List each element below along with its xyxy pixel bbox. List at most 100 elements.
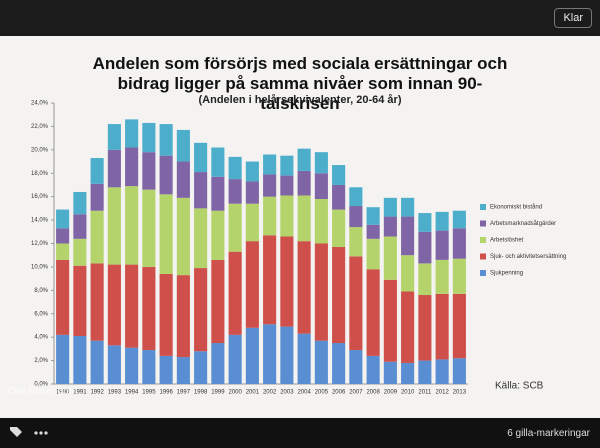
x-tick-label: 1993 [108, 390, 122, 396]
bar-segment [211, 343, 225, 384]
bar-segment [314, 152, 328, 174]
x-tick-label: 2005 [315, 390, 329, 396]
bar-segment [73, 214, 87, 239]
bar-segment [366, 207, 380, 225]
bar-segment [194, 351, 208, 384]
x-tick-label: 2011 [418, 390, 432, 396]
bar-segment [73, 335, 87, 384]
bar-segment [176, 197, 190, 276]
bar-segment [366, 238, 380, 270]
bar-segment [125, 147, 139, 187]
bar-segment [314, 173, 328, 200]
bar-segment [107, 187, 121, 265]
x-tick-label: 1997 [177, 390, 191, 396]
bar-segment [383, 361, 397, 384]
legend-label: Arbetslöshet [490, 238, 524, 244]
legend-label: Ekonomiskt bistånd [490, 204, 542, 211]
bar-segment [176, 275, 190, 358]
bar-segment [314, 340, 328, 384]
bar-segment [401, 255, 415, 292]
bar-segment [401, 291, 415, 363]
x-tick-label: 1994 [125, 390, 139, 396]
bar-segment [125, 264, 139, 348]
y-tick-label: 14,0% [31, 218, 49, 224]
bar-segment [194, 208, 208, 269]
y-tick-label: 6,0% [34, 311, 48, 317]
bar-segment [401, 216, 415, 256]
bar-segment [159, 194, 173, 274]
bar-segment [418, 213, 432, 232]
bar-segment [176, 357, 190, 384]
bar-segment [194, 268, 208, 352]
bar-segment [366, 224, 380, 239]
bar-segment [332, 247, 346, 344]
bar-segment [228, 203, 242, 252]
bar-segment [56, 243, 70, 260]
x-tick-label: 2012 [435, 390, 449, 396]
y-tick-label: 0,0% [34, 382, 48, 388]
x-tick-label: 2010 [401, 390, 415, 396]
x-tick-label: 2002 [263, 390, 277, 396]
x-tick-label: 2008 [366, 390, 380, 396]
bar-segment [176, 161, 190, 198]
bar-segment [159, 155, 173, 195]
bar-segment [176, 129, 190, 162]
bar-segment [435, 211, 449, 231]
bar-segment [107, 345, 121, 384]
bar-segment [125, 119, 139, 148]
x-tick-label: 2000 [228, 390, 242, 396]
bar-segment [263, 324, 277, 384]
bar-segment [366, 269, 380, 356]
bar-segment [435, 293, 449, 360]
bar-segment [56, 259, 70, 335]
x-tick-label: 1995 [142, 390, 156, 396]
likes-count[interactable]: 6 gilla-markeringar [507, 428, 590, 439]
x-tick-label: 2013 [453, 390, 467, 396]
bar-segment [383, 279, 397, 362]
bar-segment [435, 230, 449, 260]
close-button[interactable]: Klar [554, 8, 592, 28]
y-tick-label: 16,0% [31, 194, 49, 200]
bar-segment [297, 170, 311, 196]
bar-segment [159, 124, 173, 156]
bar-segment [245, 241, 259, 328]
x-tick-label: 2009 [384, 390, 398, 396]
y-tick-label: 10,0% [31, 264, 49, 270]
bar-segment [280, 175, 294, 196]
bar-segment [349, 227, 363, 257]
bar-segment [56, 209, 70, 229]
bar-segment [90, 158, 104, 184]
y-tick-label: 18,0% [31, 171, 49, 177]
x-tick-label: 2003 [280, 390, 294, 396]
chart-subtitle: (Andelen i helårsekvivalenter, 20-64 år) [198, 94, 402, 106]
x-tick-label: 2004 [297, 390, 311, 396]
bar-segment [263, 154, 277, 175]
x-tick-label: 2007 [349, 390, 363, 396]
bar-segment [228, 334, 242, 384]
bar-segment [142, 122, 156, 153]
bar-segment [401, 197, 415, 217]
toolbar-icons[interactable] [0, 418, 60, 448]
bar-segment [297, 333, 311, 384]
bar-segment [401, 362, 415, 384]
bar-segment [211, 147, 225, 177]
bar-segment [452, 293, 466, 359]
legend-swatch [480, 270, 486, 276]
bar-segment [228, 156, 242, 180]
legend-swatch [480, 204, 486, 210]
bar-segment [211, 210, 225, 260]
bar-segment [314, 243, 328, 341]
bar-segment [383, 216, 397, 237]
chart-title: Andelen som försörjs med sociala ersättn… [92, 54, 508, 113]
y-tick-label: 12,0% [31, 241, 49, 247]
legend-label: Sjuk- och aktivitetsersättning [490, 254, 566, 260]
bar-segment [297, 195, 311, 242]
bar-segment [349, 187, 363, 207]
x-tick-label: 2001 [246, 390, 260, 396]
bar-segment [263, 174, 277, 197]
x-tick-label: 1999 [211, 390, 225, 396]
bar-segment [159, 273, 173, 356]
bar-segment [194, 142, 208, 173]
bar-segment [142, 152, 156, 190]
